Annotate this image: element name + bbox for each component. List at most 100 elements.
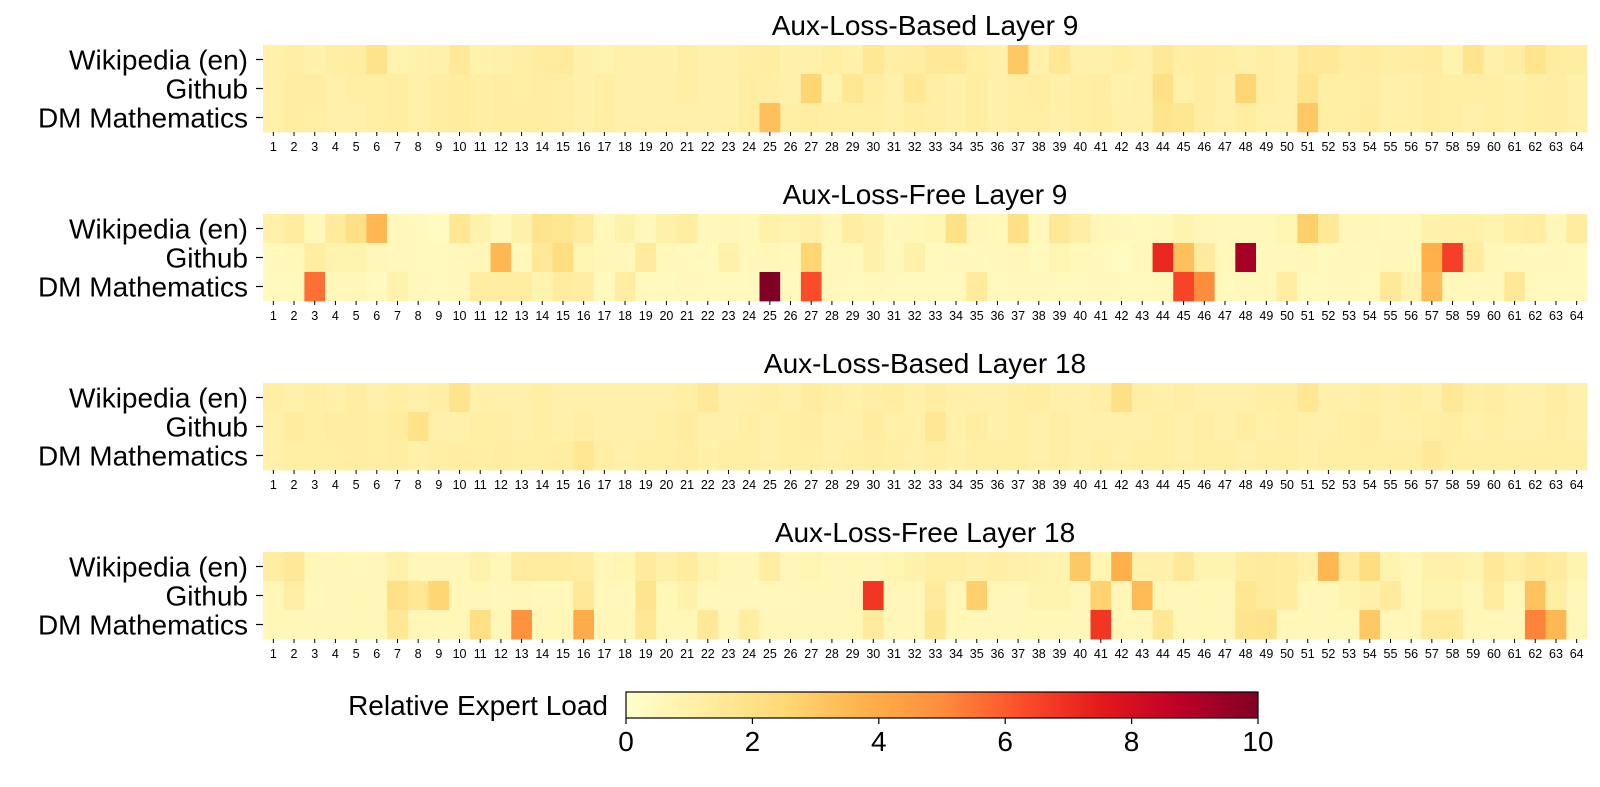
panel-3-cell-r3-c3 — [304, 441, 326, 471]
panel-2-cell-r2-c36 — [987, 243, 1009, 273]
panel-4-col-label: 8 — [415, 647, 422, 661]
panel-3-cell-r3-c35 — [966, 441, 988, 471]
panel-2-cell-r2-c44 — [1152, 243, 1174, 273]
panel-1-col-label: 47 — [1218, 140, 1232, 154]
panel-2-cell-r1-c48 — [1235, 214, 1257, 244]
panel-3-col-label: 7 — [394, 478, 401, 492]
panel-2-cell-r3-c40 — [1069, 272, 1091, 302]
panel-1-cell-r1-c64 — [1566, 45, 1588, 75]
panel-4-cell-r1-c60 — [1483, 552, 1505, 582]
panel-2-cell-r3-c11 — [469, 272, 491, 302]
panel-2-cell-r3-c32 — [904, 272, 926, 302]
panel-3-cell-r1-c16 — [573, 383, 595, 413]
panel-2-cell-r1-c21 — [676, 214, 698, 244]
panel-2-cell-r1-c57 — [1421, 214, 1443, 244]
panel-3-cell-r1-c34 — [945, 383, 967, 413]
panel-3-cell-r1-c44 — [1152, 383, 1174, 413]
panel-4-cell-r3-c58 — [1442, 610, 1464, 640]
panel-4-cell-r3-c60 — [1483, 610, 1505, 640]
panel-4-cell-r3-c39 — [1049, 610, 1071, 640]
panel-1-cell-r3-c2 — [283, 103, 305, 133]
panel-4-cell-r1-c47 — [1214, 552, 1236, 582]
panel-3-cell-r3-c28 — [821, 441, 843, 471]
panel-1-cell-r1-c2 — [283, 45, 305, 75]
panel-4-cell-r3-c48 — [1235, 610, 1257, 640]
panel-2-cell-r3-c53 — [1338, 272, 1360, 302]
panel-4-cell-r2-c49 — [1256, 581, 1278, 611]
panel-2-col-label: 62 — [1528, 309, 1542, 323]
panel-1-cell-r2-c5 — [345, 74, 367, 104]
panel-1-cell-r2-c60 — [1483, 74, 1505, 104]
panel-3-cell-r2-c64 — [1566, 412, 1588, 442]
panel-4-col-label: 35 — [970, 647, 984, 661]
panel-3-cell-r1-c60 — [1483, 383, 1505, 413]
panel-1-cell-r3-c32 — [904, 103, 926, 133]
panel-2-cell-r3-c14 — [531, 272, 554, 302]
panel-2-col-label: 18 — [618, 309, 632, 323]
panel-2-cell-r2-c39 — [1049, 243, 1071, 273]
panel-3-col-label: 44 — [1156, 478, 1170, 492]
panel-3-col-label: 2 — [291, 478, 298, 492]
panel-2-cell-r2-c29 — [842, 243, 864, 273]
panel-1-col-label: 51 — [1301, 140, 1315, 154]
panel-1-cell-r2-c56 — [1400, 74, 1422, 104]
panel-2-cell-r2-c5 — [345, 243, 367, 273]
panel-3-col-label: 46 — [1197, 478, 1211, 492]
panel-4-cell-r3-c52 — [1318, 610, 1340, 640]
panel-2-cell-r2-c52 — [1318, 243, 1340, 273]
panel-3-cell-r1-c35 — [966, 383, 988, 413]
panel-4-cell-r2-c19 — [635, 581, 657, 611]
panel-4-cell-r3-c28 — [821, 610, 843, 640]
panel-4-cell-r1-c32 — [904, 552, 926, 582]
panel-2-cell-r1-c2 — [283, 214, 305, 244]
panel-1-cell-r2-c23 — [718, 74, 740, 104]
panel-2-col-label: 17 — [597, 309, 611, 323]
panel-1-cell-r3-c10 — [449, 103, 471, 133]
panel-2-cell-r1-c28 — [821, 214, 843, 244]
panel-3-cell-r2-c10 — [449, 412, 471, 442]
panel-1-cell-r3-c48 — [1235, 103, 1257, 133]
panel-1-cell-r3-c4 — [325, 103, 347, 133]
panel-4-cell-r2-c23 — [718, 581, 740, 611]
panel-1-col-label: 62 — [1528, 140, 1542, 154]
panel-3-col-label: 30 — [866, 478, 880, 492]
panel-3-cell-r2-c14 — [531, 412, 554, 442]
panel-1-col-label: 29 — [846, 140, 860, 154]
panel-1-cell-r2-c15 — [552, 74, 574, 104]
panel-4-cell-r1-c15 — [552, 552, 574, 582]
panel-2-col-label: 42 — [1115, 309, 1129, 323]
panel-3-cell-r1-c20 — [656, 383, 678, 413]
panel-4-cell-r2-c3 — [304, 581, 326, 611]
colorbar-tick-label: 10 — [1242, 726, 1273, 757]
panel-2-col-label: 48 — [1239, 309, 1253, 323]
panel-2-cell-r3-c54 — [1359, 272, 1381, 302]
panel-3-cell-r1-c49 — [1256, 383, 1278, 413]
panel-2-cell-r3-c35 — [966, 272, 988, 302]
panel-4-cell-r2-c17 — [594, 581, 616, 611]
panel-4-cell-r3-c14 — [531, 610, 554, 640]
panel-4-cell-r2-c51 — [1297, 581, 1319, 611]
panel-3-cell-r3-c57 — [1421, 441, 1443, 471]
panel-4-cell-r1-c23 — [718, 552, 740, 582]
panel-2-cell-r3-c50 — [1276, 272, 1298, 302]
panel-3-cell-r1-c54 — [1359, 383, 1381, 413]
panel-2-cell-r2-c14 — [531, 243, 554, 273]
panel-1-cell-r3-c5 — [345, 103, 367, 133]
panel-3-cell-r2-c54 — [1359, 412, 1381, 442]
panel-2-cell-r3-c27 — [800, 272, 822, 302]
panel-2-cell-r1-c23 — [718, 214, 740, 244]
panel-1-cell-r1-c7 — [387, 45, 409, 75]
panel-3-cell-r3-c60 — [1483, 441, 1505, 471]
panel-1-cell-r3-c12 — [490, 103, 512, 133]
panel-4-cell-r3-c55 — [1380, 610, 1402, 640]
panel-3-cell-r2-c38 — [1028, 412, 1050, 442]
panel-1-cell-r3-c38 — [1028, 103, 1050, 133]
panel-3-cell-r2-c56 — [1400, 412, 1422, 442]
panel-3-cell-r3-c36 — [987, 441, 1009, 471]
panel-4-cell-r3-c44 — [1152, 610, 1174, 640]
panel-4-col-label: 58 — [1446, 647, 1460, 661]
panel-3-col-label: 47 — [1218, 478, 1232, 492]
panel-3-cell-r2-c59 — [1462, 412, 1484, 442]
panel-2-col-label: 51 — [1301, 309, 1315, 323]
panel-1-cell-r1-c6 — [366, 45, 388, 75]
